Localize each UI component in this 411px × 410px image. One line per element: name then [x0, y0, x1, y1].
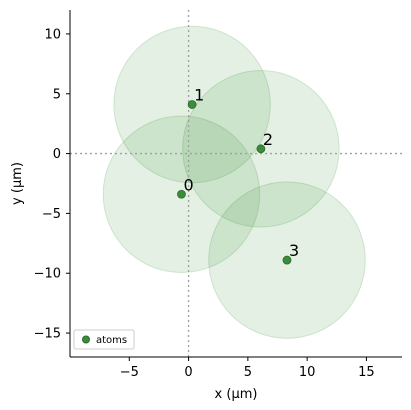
x-tick-label--5: −5: [120, 365, 139, 380]
atom-label-2: 2: [263, 130, 273, 149]
y-tick-label--15: −15: [34, 327, 61, 342]
y-tick-label--5: −5: [42, 207, 61, 222]
y-tick-label-0: 0: [53, 147, 61, 162]
y-axis-label: y (μm): [10, 162, 25, 205]
y-tick-label-10: 10: [44, 27, 61, 42]
atom-label-0: 0: [183, 175, 193, 194]
blockade-circles: [103, 26, 365, 338]
atom-label-3: 3: [289, 241, 299, 260]
y-tick-label--10: −10: [34, 267, 61, 282]
x-tick-label-15: 15: [358, 365, 375, 380]
x-axis-label: x (μm): [215, 387, 258, 402]
x-tick-label-10: 10: [299, 365, 316, 380]
x-tick-label-0: 0: [184, 365, 192, 380]
atom-label-1: 1: [194, 86, 204, 105]
legend-marker: [83, 336, 90, 343]
x-tick-label-5: 5: [244, 365, 252, 380]
legend: atoms: [74, 330, 134, 349]
legend-label: atoms: [96, 335, 127, 346]
y-tick-label-5: 5: [53, 87, 61, 102]
